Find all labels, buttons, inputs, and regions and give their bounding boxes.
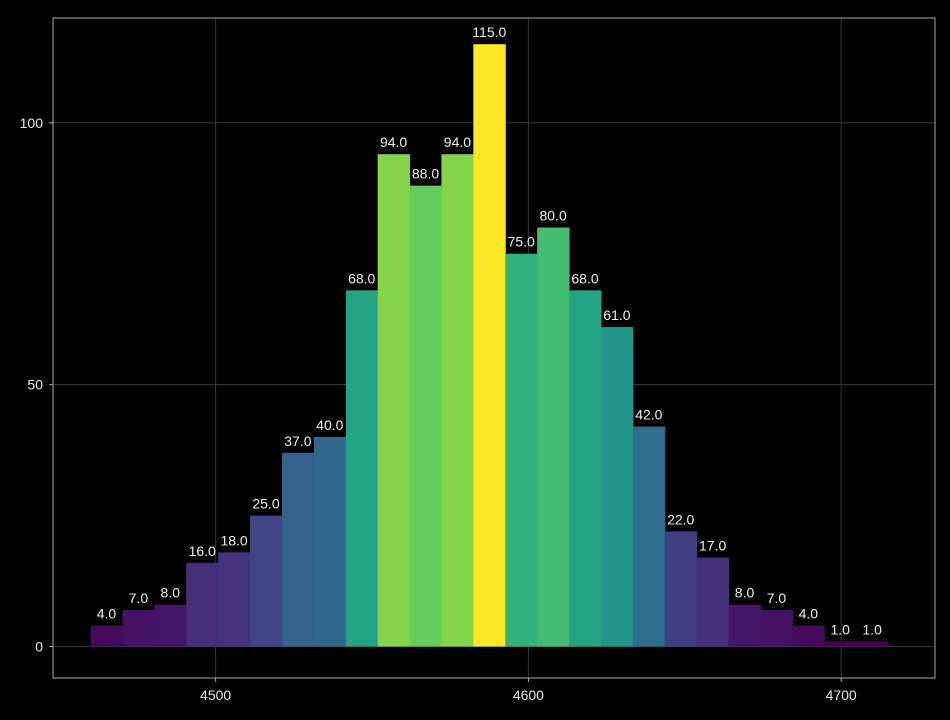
bar-value-label: 4.0 [799,606,819,622]
bar-value-label: 7.0 [767,590,787,606]
bar [441,154,474,647]
bar [632,426,666,647]
bar [186,562,219,647]
bar [218,552,251,647]
x-tick-label: 4700 [826,687,857,703]
bar-value-label: 68.0 [571,270,598,286]
bar [600,327,634,647]
bar [154,604,187,647]
bars [90,44,889,647]
bar [250,515,283,647]
bar-labels: 4.0 7.0 8.0 16.018.0 25.0 37.0 40.0 68.0 94.0 88.… [97,24,882,637]
y-tick-label: 0 [35,639,43,655]
bar-value-label: 115.0 [472,24,506,40]
axis-ticks: 4500 4600 4700 0 50 100 [20,115,857,703]
bar [313,437,347,647]
x-tick-label: 4600 [513,687,544,703]
bar [569,290,602,647]
bar [90,625,123,647]
bar-value-label: 1.0 [830,621,850,637]
bar-value-label: 8.0 [161,585,181,601]
plot-frame [52,17,936,679]
bar-value-label: 4.0 [97,606,117,622]
bar-value-label: 1.0 [862,621,882,637]
bar-value-label: 61.0 [603,307,630,323]
bar [824,641,857,647]
bar-value-label: 25.0 [252,496,279,512]
bar-value-label: 42.0 [635,407,662,423]
bar-value-label: 7.0 [129,590,149,606]
bar [281,452,315,647]
bar-value-label: 94.0 [444,134,471,150]
bar [728,604,761,647]
bar-value-label: 88.0 [412,166,439,182]
bar [345,290,379,647]
bar [856,641,889,647]
bar [409,185,442,647]
bar [792,625,825,647]
bar-value-label: 94.0 [380,134,407,150]
y-tick-label: 100 [20,115,44,131]
bar [760,609,793,647]
y-tick-label: 50 [27,377,43,393]
bar-value-label: 40.0 [316,417,343,433]
bar-value-label: 75.0 [508,234,535,250]
bar [537,227,570,647]
bar-value-label: 37.0 [284,433,311,449]
bar-value-label: 8.0 [735,585,755,601]
bar-value-label: 68.0 [348,270,375,286]
bar [696,557,730,647]
bar-value-label: 22.0 [667,511,694,527]
bar-value-label: 80.0 [539,208,566,224]
bar [122,609,155,647]
bar [473,44,506,647]
bar-value-label: 16.0 [189,543,216,559]
x-tick-label: 4500 [200,687,231,703]
bar [505,253,538,647]
bar-value-label: 17.0 [699,538,726,554]
bar-value-label: 18.0 [220,532,247,548]
bar [377,154,411,647]
bar [664,531,698,647]
